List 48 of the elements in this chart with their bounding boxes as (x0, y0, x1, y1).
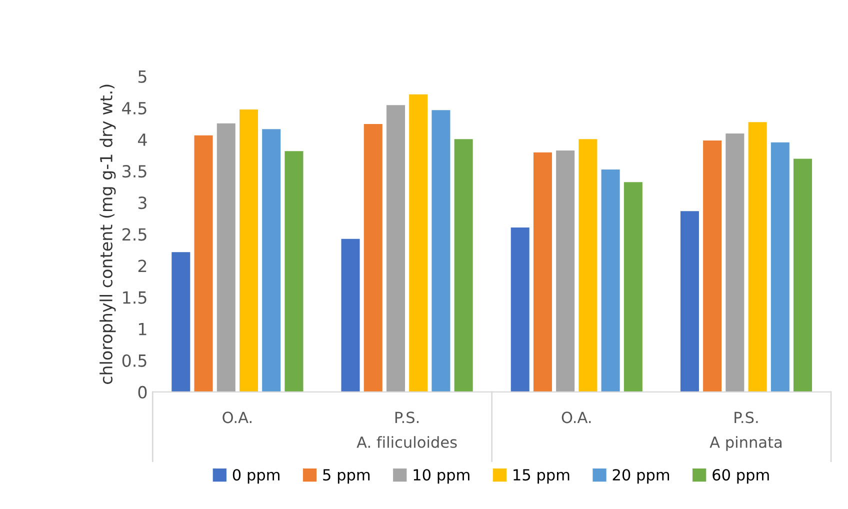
bar (770, 142, 790, 392)
legend-label: 5 ppm (323, 469, 370, 484)
y-tick-label: 2 (138, 260, 146, 272)
bar (792, 158, 813, 392)
legend-label: 0 ppm (232, 469, 280, 484)
bar (238, 108, 259, 392)
text: A pinnata (710, 436, 782, 451)
y-tick-label: 5 (138, 70, 146, 83)
x-tick-label: P.S. (734, 412, 758, 424)
y-tick-label: 0.5 (122, 354, 146, 367)
y-tick-label: 3 (138, 196, 146, 210)
legend-label: 15 ppm (514, 469, 570, 484)
y-tick-label: 3.5 (122, 164, 146, 178)
bar (261, 128, 282, 392)
bar (431, 109, 451, 392)
legend-label: 10 ppm (414, 469, 470, 484)
y-tick-label: 4.5 (122, 102, 146, 114)
legend-label: 60 ppm (712, 469, 769, 484)
bar (724, 132, 745, 392)
x-tick-label: O.A. (222, 412, 252, 424)
legend-label: 20 ppm (612, 469, 670, 484)
y-tick-label: 0 (138, 386, 147, 398)
bar (194, 134, 214, 392)
bar (680, 210, 700, 392)
bar (578, 138, 598, 392)
x-tick-label: P.S. (395, 412, 419, 424)
bar (623, 181, 644, 392)
bar (340, 238, 360, 392)
y-tick-label: 1.5 (123, 291, 146, 304)
bar (386, 104, 406, 392)
bar (408, 94, 428, 392)
y-tick-label: 4 (138, 134, 147, 146)
bar (216, 122, 236, 392)
bar (284, 150, 304, 392)
y-tick-label: 2.5 (122, 228, 146, 241)
bar (363, 123, 384, 392)
bar (748, 121, 768, 392)
bar (600, 168, 621, 392)
text: A. filiculoides (356, 436, 457, 448)
y-axis-title: chlorophyll content (mg g-1 dry wt.) (100, 84, 116, 384)
y-tick-label: 1 (139, 322, 146, 336)
x-tick-label: O.A. (562, 412, 591, 424)
bar (170, 251, 191, 392)
bar (510, 226, 530, 392)
bar (532, 152, 553, 392)
bar (555, 150, 576, 392)
bar (454, 138, 474, 392)
bar (702, 140, 722, 392)
